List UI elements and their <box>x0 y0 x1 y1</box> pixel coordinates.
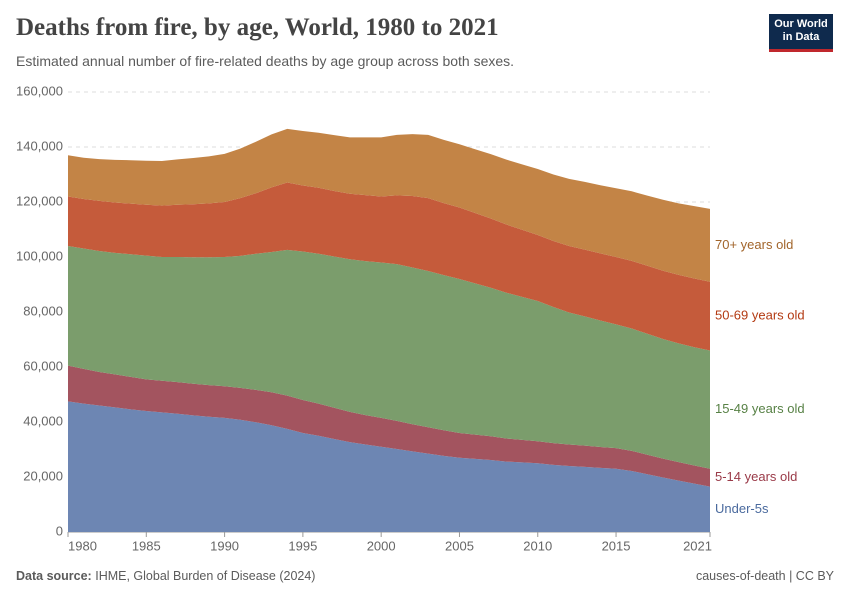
chart-title: Deaths from fire, by age, World, 1980 to… <box>16 14 499 41</box>
x-tick-label: 2000 <box>367 538 396 553</box>
y-tick-label: 120,000 <box>16 193 63 208</box>
y-tick-label: 140,000 <box>16 138 63 153</box>
y-tick-label: 20,000 <box>23 468 63 483</box>
legend-label: Under-5s <box>715 501 769 516</box>
area <box>68 128 710 282</box>
legend-label: 15-49 years old <box>715 401 805 416</box>
area <box>68 246 710 469</box>
y-tick-label: 0 <box>56 523 63 538</box>
x-tick-label: 1990 <box>210 538 239 553</box>
chart-subtitle: Estimated annual number of fire-related … <box>16 53 515 69</box>
x-tick-label: 1985 <box>132 538 161 553</box>
y-tick-label: 40,000 <box>23 413 63 428</box>
x-tick-label: 1995 <box>288 538 317 553</box>
y-tick-label: 60,000 <box>23 358 63 373</box>
area <box>68 365 710 487</box>
y-tick-label: 80,000 <box>23 303 63 318</box>
x-tick-label: 2021 <box>683 538 712 553</box>
legend-label: 50-69 years old <box>715 308 805 323</box>
source: IHME, Global Burden of Disease (2024) <box>95 569 316 583</box>
x-tick-label: 1980 <box>68 538 97 553</box>
legend-label: 70+ years old <box>715 237 793 252</box>
x-tick-label: 2005 <box>445 538 474 553</box>
footer-source: Data source: IHME, Global Burden of Dise… <box>16 569 315 583</box>
x-tick-label: 2010 <box>523 538 552 553</box>
logo[interactable]: Our World in Data <box>769 14 833 52</box>
area <box>68 401 710 532</box>
area <box>68 182 710 351</box>
y-tick-label: 100,000 <box>16 248 63 263</box>
footer-right: causes-of-death | CC BY <box>695 569 834 583</box>
legend-label: 5-14 years old <box>715 469 797 484</box>
y-tick-label: 160,000 <box>16 83 63 98</box>
x-tick-label: 2015 <box>602 538 631 553</box>
source-label: Data source: <box>16 569 92 583</box>
